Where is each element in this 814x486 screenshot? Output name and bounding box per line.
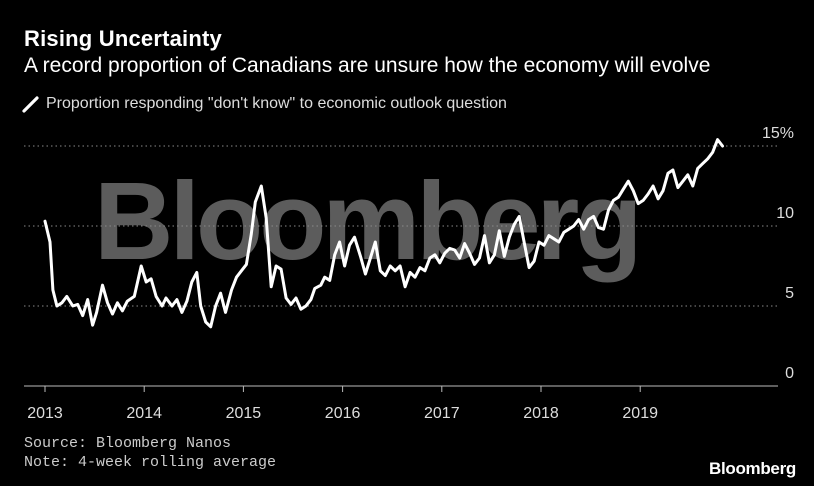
y-tick-label-5: 5 [785,285,794,302]
note-text: Note: 4-week rolling average [24,454,277,471]
source-text: Source: Bloomberg Nanos [24,435,232,452]
chart-subtitle: A record proportion of Canadians are uns… [24,54,711,77]
chart-source-notes: Source: Bloomberg Nanos Note: 4-week rol… [24,434,276,472]
legend-swatch-icon [22,96,39,113]
x-tick-label-2015: 2015 [226,405,262,422]
chart-legend: Proportion responding "don't know" to ec… [22,95,507,113]
bloomberg-watermark: Bloomberg [94,160,643,283]
x-tick-label-2013: 2013 [27,405,63,422]
x-tick-label-2017: 2017 [424,405,460,422]
legend-label: Proportion responding "don't know" to ec… [46,95,507,112]
series-line-0 [43,138,724,329]
x-tick-label-2018: 2018 [523,405,559,422]
x-tick-label-2019: 2019 [622,405,658,422]
bloomberg-logo: Bloomberg [708,459,796,478]
y-tick-label-15: 15% [762,125,794,142]
chart-title: Rising Uncertainty [24,26,222,51]
y-tick-label-10: 10 [776,205,794,222]
x-tick-label-2016: 2016 [325,405,361,422]
x-tick-label-2014: 2014 [126,405,162,422]
y-tick-label-0: 0 [785,365,794,382]
